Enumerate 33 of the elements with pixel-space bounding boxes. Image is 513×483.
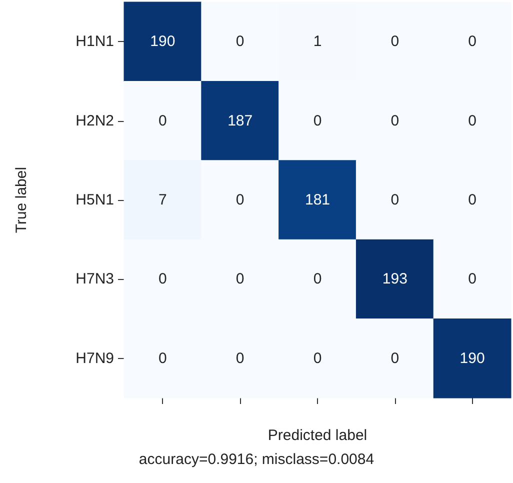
data-label: 0 xyxy=(468,33,476,50)
data-label: 190 xyxy=(460,350,485,367)
data-label: 0 xyxy=(390,350,400,367)
data-label: 0 xyxy=(236,270,244,288)
data-label: 0 xyxy=(158,270,167,288)
data-label: 193 xyxy=(382,270,408,288)
data-label: 0 xyxy=(236,350,244,367)
data-label: 0 xyxy=(390,33,400,50)
data-label: 0 xyxy=(390,112,400,130)
data-label: 0 xyxy=(236,192,244,208)
y-tick-label: H7N9 xyxy=(76,350,114,367)
data-label: 0 xyxy=(313,112,322,130)
data-label: 190 xyxy=(150,33,176,50)
data-label: 0 xyxy=(158,350,167,367)
data-label: 181 xyxy=(304,192,330,208)
data-label: 0 xyxy=(158,112,167,130)
data-label: 0 xyxy=(468,112,476,130)
y-tick-label: H2N2 xyxy=(76,112,114,130)
data-label: 0 xyxy=(390,192,400,208)
data-label: 0 xyxy=(313,350,322,367)
data-label: 0 xyxy=(468,270,476,288)
y-tick-label: H7N3 xyxy=(76,270,114,288)
y-tick-label: H5N1 xyxy=(76,192,114,208)
data-label: 0 xyxy=(468,192,476,208)
text: accuracy=0.9916; misclass=0.0084 xyxy=(138,451,374,468)
data-label: 0 xyxy=(236,33,244,50)
data-label: 1 xyxy=(313,33,322,50)
x-axis-title: Predicted label xyxy=(268,427,368,444)
y-tick-label: H1N1 xyxy=(76,33,114,50)
y-axis-title: True label xyxy=(13,166,30,234)
data-label: 0 xyxy=(313,270,322,288)
data-label: 187 xyxy=(228,112,253,130)
data-label: 7 xyxy=(158,192,167,208)
